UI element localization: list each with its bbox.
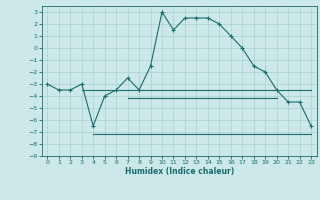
X-axis label: Humidex (Indice chaleur): Humidex (Indice chaleur)	[124, 167, 234, 176]
